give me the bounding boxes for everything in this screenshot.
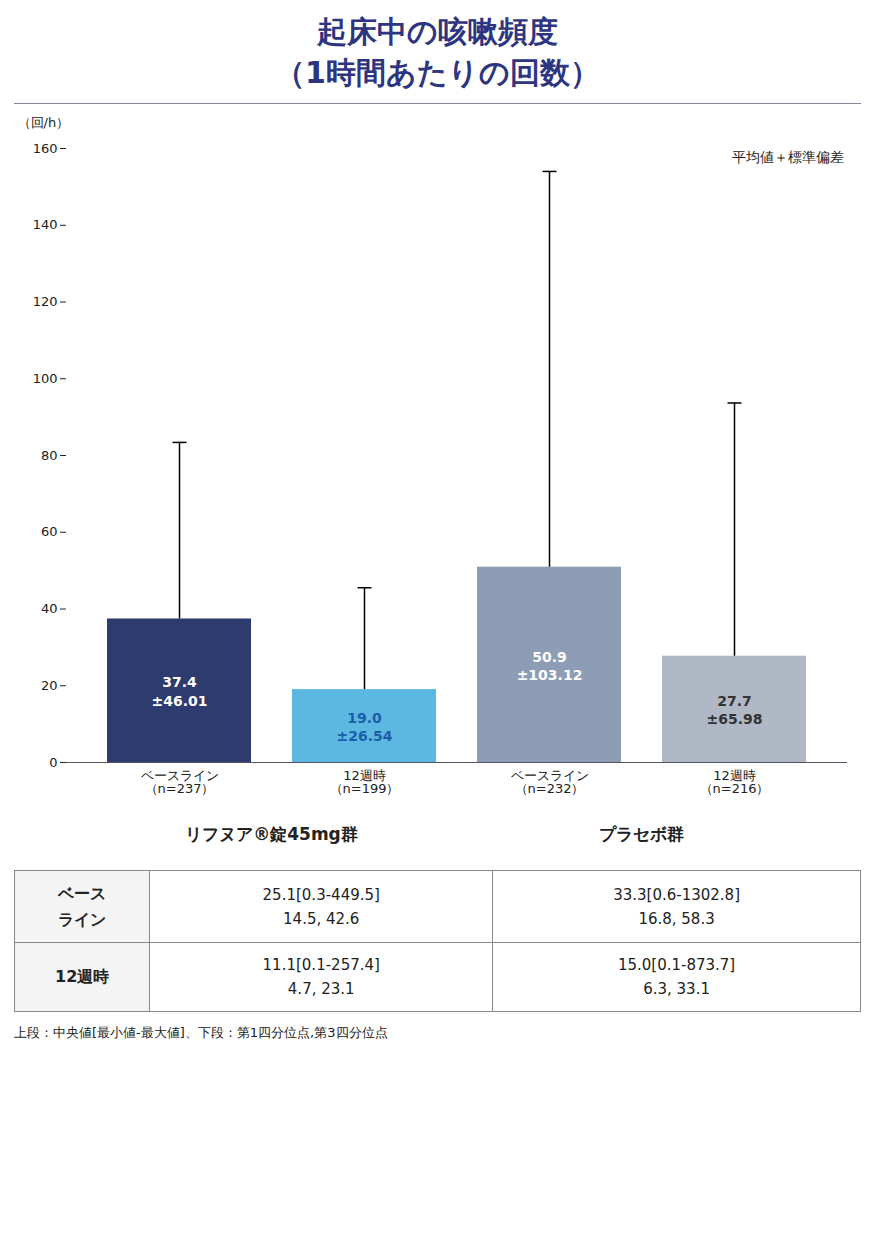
svg-text:100: 100 bbox=[33, 371, 58, 386]
svg-text:12週時（n=199）: 12週時（n=199） bbox=[330, 768, 400, 796]
svg-text:プラセボ群: プラセボ群 bbox=[599, 824, 684, 844]
svg-text:（回/h）: （回/h） bbox=[18, 115, 70, 130]
html-text:25.1[0.3-449.5] 14.5, 42.6: 25.1[0.3-449.5] 14.5, 42.6 bbox=[262, 885, 380, 928]
html-text:15.0[0.1-873.7] 6.3, 33.1: 15.0[0.1-873.7] 6.3, 33.1 bbox=[617, 956, 736, 999]
svg-text:0: 0 bbox=[49, 755, 57, 770]
svg-text:平均値＋標準偏差: 平均値＋標準偏差 bbox=[732, 149, 844, 165]
svg-text:140: 140 bbox=[33, 217, 58, 232]
svg-text:60: 60 bbox=[41, 524, 58, 539]
svg-text:19.0±26.54: 19.0±26.54 bbox=[336, 710, 392, 744]
svg-text:12週時（n=216）: 12週時（n=216） bbox=[700, 768, 770, 796]
svg-text:40: 40 bbox=[41, 601, 58, 616]
svg-text:50.9±103.12: 50.9±103.12 bbox=[517, 649, 583, 683]
svg-text:ベースライン（n=232）: ベースライン（n=232） bbox=[511, 768, 589, 796]
html-text:起床中の咳嗽頻度: 起床中の咳嗽頻度 bbox=[317, 14, 558, 49]
html-text:ベース ライン: ベース ライン bbox=[58, 884, 107, 929]
svg-text:120: 120 bbox=[33, 294, 58, 309]
html-text:33.3[0.6-1302.8] 16.8, 58.3: 33.3[0.6-1302.8] 16.8, 58.3 bbox=[613, 885, 740, 928]
html-text:11.1[0.1-257.4] 4.7, 23.1: 11.1[0.1-257.4] 4.7, 23.1 bbox=[262, 956, 380, 999]
html-text:12週時: 12週時 bbox=[55, 967, 110, 987]
html-text:（1時間あたりの回数）: （1時間あたりの回数） bbox=[275, 54, 600, 90]
svg-text:ベースライン（n=237）: ベースライン（n=237） bbox=[141, 768, 219, 796]
svg-text:20: 20 bbox=[41, 678, 58, 693]
svg-text:80: 80 bbox=[41, 448, 58, 463]
svg-text:160: 160 bbox=[33, 141, 58, 156]
svg-text:37.4±46.01: 37.4±46.01 bbox=[151, 674, 207, 708]
svg-text:27.7±65.98: 27.7±65.98 bbox=[706, 693, 762, 727]
html-text:上段：中央値[最小値-最大値]、下段：第1四分位点,第3四分: 上段：中央値[最小値-最大値]、下段：第1四分位点,第3四分位点 bbox=[14, 1025, 388, 1041]
svg-text:リフヌア®錠45mg群: リフヌア®錠45mg群 bbox=[185, 824, 358, 844]
